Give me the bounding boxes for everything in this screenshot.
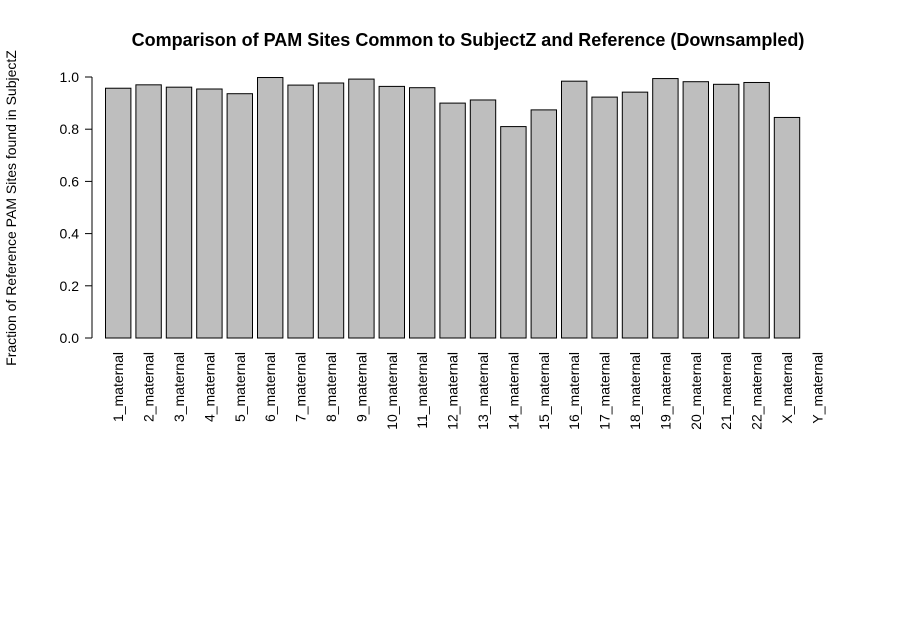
bar-7_maternal (287, 84, 314, 339)
bars (105, 77, 801, 339)
bar-15_maternal (530, 109, 557, 339)
y-tick-label: 0.6 (60, 173, 80, 189)
x-axis-labels: 1_maternal 2_maternal 3_maternal 4_maternal… (110, 352, 825, 430)
y-axis: 0.0 0.2 0.4 0.6 0.8 1.0 (60, 69, 93, 346)
x-tick-label: Y_maternal (809, 352, 825, 424)
bar-5_maternal (226, 93, 254, 339)
x-tick-label: 12_maternal (445, 352, 461, 430)
bar-4_maternal (196, 88, 223, 339)
bar-11_maternal (409, 87, 436, 339)
bar-12_maternal (439, 102, 466, 339)
y-axis-label: Fraction of Reference PAM Sites found in… (3, 50, 19, 366)
bar-X_maternal (773, 116, 801, 339)
x-tick-label: 21_maternal (718, 352, 734, 430)
y-tick-label: 0.4 (60, 226, 80, 242)
x-tick-label: 3_maternal (171, 352, 187, 422)
bar-6_maternal (257, 77, 284, 339)
x-tick-label: 17_maternal (597, 352, 613, 430)
y-tick-label: 1.0 (60, 69, 80, 85)
bar-8_maternal (317, 82, 345, 339)
x-tick-label: 10_maternal (384, 352, 400, 430)
y-tick-label: 0.2 (60, 278, 80, 294)
x-tick-label: 13_maternal (475, 352, 491, 430)
bar-20_maternal (682, 81, 709, 339)
bar-18_maternal (621, 91, 649, 339)
bar-9_maternal (348, 78, 375, 339)
x-tick-label: 2_maternal (141, 352, 157, 422)
bar-10_maternal (378, 85, 406, 339)
x-tick-label: 4_maternal (201, 352, 217, 422)
x-tick-label: 9_maternal (353, 352, 369, 422)
bar-1_maternal (105, 87, 132, 339)
x-tick-label: 15_maternal (536, 352, 552, 430)
x-tick-label: 6_maternal (262, 352, 278, 422)
x-tick-label: 8_maternal (323, 352, 339, 422)
chart-title: Comparison of PAM Sites Common to Subjec… (132, 30, 805, 50)
x-tick-label: X_maternal (779, 352, 795, 424)
x-tick-label: 18_maternal (627, 352, 643, 430)
x-tick-label: 1_maternal (110, 352, 126, 422)
x-tick-label: 20_maternal (688, 352, 704, 430)
x-tick-label: 16_maternal (566, 352, 582, 430)
bar-2_maternal (135, 84, 162, 339)
x-tick-label: 22_maternal (749, 352, 765, 430)
bar-14_maternal (500, 126, 527, 339)
y-tick-label: 0.8 (60, 121, 80, 137)
bar-17_maternal (591, 96, 618, 339)
y-tick-label: 0.0 (60, 330, 80, 346)
bar-22_maternal (743, 81, 770, 339)
x-tick-label: 7_maternal (293, 352, 309, 422)
bar-16_maternal (561, 80, 588, 339)
x-tick-label: 11_maternal (414, 352, 430, 429)
bar-13_maternal (469, 99, 497, 339)
bar-21_maternal (713, 83, 740, 339)
x-tick-label: 14_maternal (505, 352, 521, 430)
x-tick-label: 5_maternal (232, 352, 248, 422)
x-tick-label: 19_maternal (657, 352, 673, 430)
bar-3_maternal (165, 86, 193, 339)
bar-19_maternal (652, 78, 679, 339)
